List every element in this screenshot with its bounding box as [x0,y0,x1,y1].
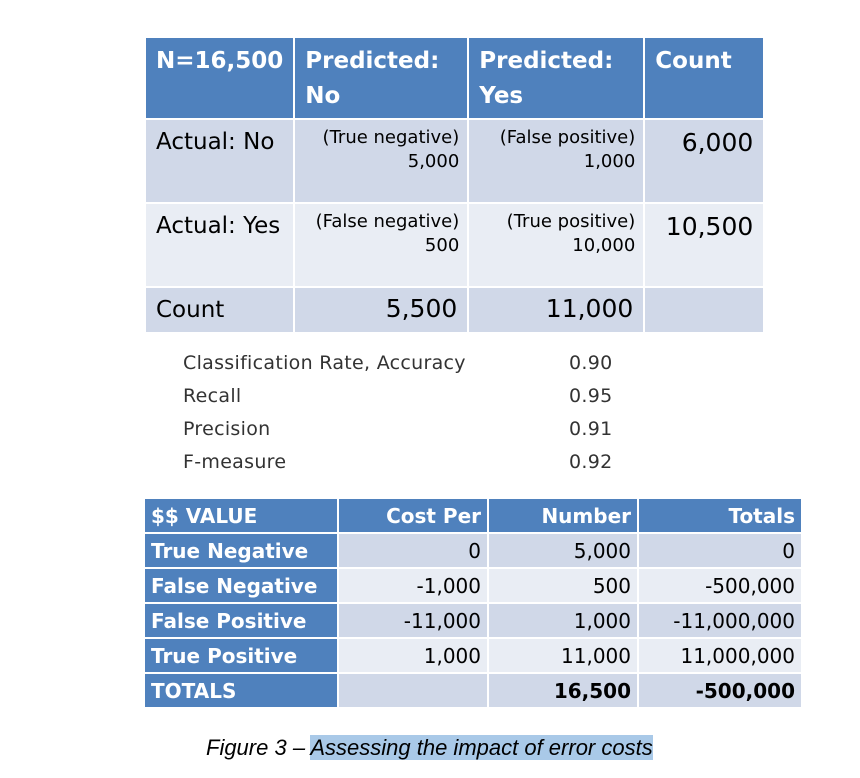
row-label: True Negative [145,532,338,568]
cell-label: (False positive) [499,127,636,148]
table-row: False Positive -11,000 1,000 -11,000,000 [145,602,801,638]
cell-false-negative: (False negative) 500 [295,204,468,286]
header-value: $$ VALUE [145,497,338,533]
caption-highlight: Assessing the impact of error costs [310,735,653,760]
number-value: 5,000 [487,532,638,568]
count-actual-yes: 10,500 [645,204,764,286]
corner-cell: N=16,500 [146,38,294,118]
metric-value: 0.92 [569,451,613,473]
confusion-matrix: N=16,500 Predicted: No Predicted: Yes Co… [144,36,765,334]
header-predicted-no: Predicted: No [295,38,468,118]
metric-name: F-measure [183,451,287,473]
number-value: 500 [487,567,638,603]
row-label: False Negative [145,567,338,603]
cell-label: (False negative) [315,211,460,232]
cell-label: (True positive) [506,211,636,232]
total-value: 0 [637,532,801,568]
row-label-actual-yes: Actual: Yes [146,204,294,286]
count-predicted-no: 5,500 [295,288,468,332]
cell-false-positive: (False positive) 1,000 [469,120,644,202]
cost-per-value: -11,000 [337,602,488,638]
value-table: $$ VALUE Cost Per Number Totals True Neg… [145,497,801,707]
caption-prefix: Figure 3 – [206,735,311,760]
metric-value: 0.91 [569,418,613,440]
table-row: True Positive 1,000 11,000 11,000,000 [145,637,801,673]
header-count: Count [645,38,764,118]
number-value: 1,000 [487,602,638,638]
table-row: True Negative 0 5,000 0 [145,532,801,568]
cell-value: 1,000 [583,151,636,172]
cell-value: 10,000 [572,235,636,256]
metric-name: Precision [183,418,271,440]
metric-name: Classification Rate, Accuracy [183,352,466,374]
row-count: Count 5,500 11,000 [146,288,764,332]
metric-value: 0.90 [569,352,613,374]
header-predicted-yes: Predicted: Yes [469,38,644,118]
header-cost-per: Cost Per [337,497,488,533]
count-actual-no: 6,000 [645,120,764,202]
totals-total: -500,000 [637,672,801,707]
total-value: 11,000,000 [637,637,801,673]
totals-label: TOTALS [145,672,338,707]
number-value: 11,000 [487,637,638,673]
metric-value: 0.95 [569,385,613,407]
totals-cost [337,672,488,707]
table-row: False Negative -1,000 500 -500,000 [145,567,801,603]
cell-label: (True negative) [322,127,460,148]
metric-name: Recall [183,385,242,407]
header-totals: Totals [637,497,801,533]
totals-row: TOTALS 16,500 -500,000 [145,672,801,707]
row-label: False Positive [145,602,338,638]
cost-per-value: -1,000 [337,567,488,603]
cell-value: 500 [424,235,460,256]
row-label-count: Count [146,288,294,332]
cost-per-value: 0 [337,532,488,568]
totals-number: 16,500 [487,672,638,707]
count-predicted-yes: 11,000 [469,288,644,332]
total-value: -11,000,000 [637,602,801,638]
row-actual-no: Actual: No (True negative) 5,000 (False … [146,120,764,202]
count-total [645,288,764,332]
header-number: Number [487,497,638,533]
confusion-matrix-header-row: N=16,500 Predicted: No Predicted: Yes Co… [146,38,764,118]
row-label-actual-no: Actual: No [146,120,294,202]
cell-true-negative: (True negative) 5,000 [295,120,468,202]
value-table-header-row: $$ VALUE Cost Per Number Totals [145,497,801,533]
figure-caption: Figure 3 – Assessing the impact of error… [206,735,653,761]
cost-per-value: 1,000 [337,637,488,673]
row-label: True Positive [145,637,338,673]
row-actual-yes: Actual: Yes (False negative) 500 (True p… [146,204,764,286]
cell-value: 5,000 [407,151,460,172]
total-value: -500,000 [637,567,801,603]
cell-true-positive: (True positive) 10,000 [469,204,644,286]
